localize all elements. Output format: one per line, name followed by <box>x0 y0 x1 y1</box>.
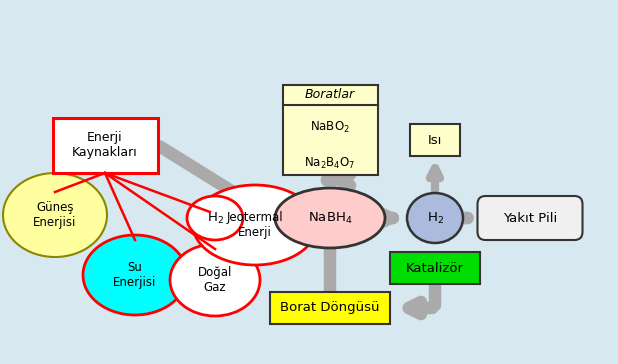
Bar <box>270 292 390 324</box>
Bar <box>282 85 378 175</box>
Text: Isı: Isı <box>428 134 442 146</box>
Text: Boratlar: Boratlar <box>305 88 355 102</box>
Ellipse shape <box>3 173 107 257</box>
Ellipse shape <box>170 244 260 316</box>
Ellipse shape <box>407 193 463 243</box>
Text: Katalizör: Katalizör <box>406 261 464 274</box>
Bar <box>53 118 158 173</box>
Text: Borat Döngüsü: Borat Döngüsü <box>280 301 379 314</box>
FancyBboxPatch shape <box>478 196 583 240</box>
Ellipse shape <box>275 188 385 248</box>
Bar <box>410 124 460 156</box>
Text: Na$_2$B$_4$O$_7$: Na$_2$B$_4$O$_7$ <box>304 155 356 171</box>
Text: Yakıt Pili: Yakıt Pili <box>503 211 557 225</box>
Ellipse shape <box>187 196 243 240</box>
Text: H$_2$: H$_2$ <box>206 210 224 226</box>
Ellipse shape <box>83 235 187 315</box>
Text: H$_2$: H$_2$ <box>426 210 444 226</box>
Text: Jeotermal
Enerji: Jeotermal Enerji <box>227 211 283 239</box>
Text: Su
Enerjisi: Su Enerjisi <box>113 261 157 289</box>
Text: Güneş
Enerjisi: Güneş Enerjisi <box>33 201 77 229</box>
Text: NaBH$_4$: NaBH$_4$ <box>308 210 352 226</box>
Text: NaBO$_2$: NaBO$_2$ <box>310 119 350 135</box>
Text: Enerji
Kaynakları: Enerji Kaynakları <box>72 131 138 159</box>
Ellipse shape <box>193 185 317 265</box>
Bar <box>390 252 480 284</box>
Text: Doğal
Gaz: Doğal Gaz <box>198 266 232 294</box>
